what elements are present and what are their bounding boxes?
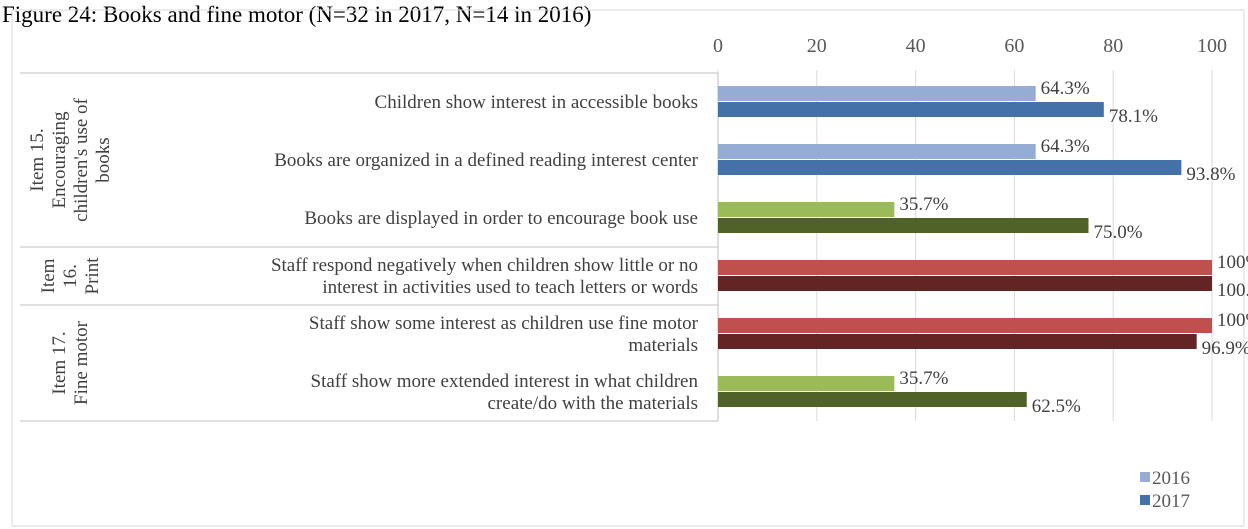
category-label-line: Children show interest in accessible boo… <box>375 92 698 113</box>
data-label-2016: 64.3% <box>1041 136 1090 157</box>
data-label-2016: 35.7% <box>899 194 948 215</box>
bar-2017 <box>718 218 1089 233</box>
data-label-2017: 100.0% <box>1217 280 1248 301</box>
data-label-2017: 62.5% <box>1032 396 1081 417</box>
bar-series <box>718 86 1212 407</box>
category-label-line: interest in activities used to teach let… <box>322 277 698 298</box>
category-label-line: Staff show more extended interest in wha… <box>311 371 699 392</box>
group-label-line: Fine motor <box>71 320 92 405</box>
bar-2016 <box>718 202 895 217</box>
bar-2017 <box>718 392 1027 407</box>
data-label-2017: 78.1% <box>1109 106 1158 127</box>
category-label-line: Staff respond negatively when children s… <box>271 255 698 276</box>
group-label-line: books <box>93 137 114 182</box>
legend-label: 2016 <box>1152 468 1190 489</box>
category-label: Staff show some interest as children use… <box>309 313 699 356</box>
x-tick-label: 80 <box>1103 35 1123 57</box>
group-label-line: 16. <box>60 264 81 288</box>
x-tick-label: 100 <box>1197 35 1227 57</box>
category-label-line: create/do with the materials <box>488 393 699 414</box>
group-label-line: children's use of <box>71 97 92 221</box>
bar-2016 <box>718 144 1036 159</box>
x-tick-label: 20 <box>807 35 827 57</box>
bar-2017 <box>718 334 1197 349</box>
group-label-line: Item <box>38 258 59 293</box>
group-label-line: Print <box>82 257 103 295</box>
category-label: Books are organized in a defined reading… <box>274 150 698 171</box>
bar-2016 <box>718 86 1036 101</box>
group-label-line: Encouraging <box>49 111 70 209</box>
bar-2016 <box>718 260 1212 275</box>
data-label-2016: 100% <box>1217 310 1248 331</box>
group-label-line: Item 17. <box>49 331 70 394</box>
legend-label: 2017 <box>1152 491 1190 512</box>
data-label-2016: 35.7% <box>899 368 948 389</box>
bar-2016 <box>718 376 895 391</box>
x-tick-label: 0 <box>713 35 723 57</box>
category-label-line: materials <box>628 335 698 356</box>
category-label: Children show interest in accessible boo… <box>375 92 698 113</box>
category-label-line: Books are organized in a defined reading… <box>274 150 698 171</box>
group-label: Item 17.Fine motor <box>49 320 92 405</box>
bar-2016 <box>718 318 1212 333</box>
data-labels: 64.3% 78.1% 64.3% 93.8% 35.7% 75.0% 100% 100.0%… <box>899 78 1248 417</box>
category-label-line: Staff show some interest as children use… <box>309 313 699 334</box>
figure-caption: Figure 24: Books and fine motor (N=32 in… <box>2 2 591 27</box>
x-tick-label: 60 <box>1004 35 1024 57</box>
category-label: Staff respond negatively when children s… <box>271 255 698 298</box>
data-label-2017: 93.8% <box>1186 164 1235 185</box>
bar-2017 <box>718 276 1212 291</box>
category-label: Books are displayed in order to encourag… <box>304 208 698 229</box>
bar-2017 <box>718 102 1104 117</box>
category-label-line: Books are displayed in order to encourag… <box>304 208 698 229</box>
data-label-2017: 96.9% <box>1202 338 1248 359</box>
legend-swatch <box>1140 472 1150 482</box>
data-label-2017: 75.0% <box>1094 222 1143 243</box>
x-axis-tick-labels: 0 20 40 60 80 100 <box>713 35 1227 57</box>
x-tick-label: 40 <box>906 35 926 57</box>
group-label: Item16.Print <box>38 257 103 295</box>
category-table: Item 15.Encouragingchildren's use ofbook… <box>20 72 719 422</box>
group-label-line: Item 15. <box>27 128 48 191</box>
category-label: Staff show more extended interest in wha… <box>311 371 699 414</box>
data-label-2016: 64.3% <box>1041 78 1090 99</box>
chart-area-border <box>11 9 1245 527</box>
data-label-2016: 100% <box>1217 252 1248 273</box>
bar-2017 <box>718 160 1182 175</box>
group-label: Item 15.Encouragingchildren's use ofbook… <box>27 97 114 221</box>
legend-swatch <box>1140 495 1150 505</box>
